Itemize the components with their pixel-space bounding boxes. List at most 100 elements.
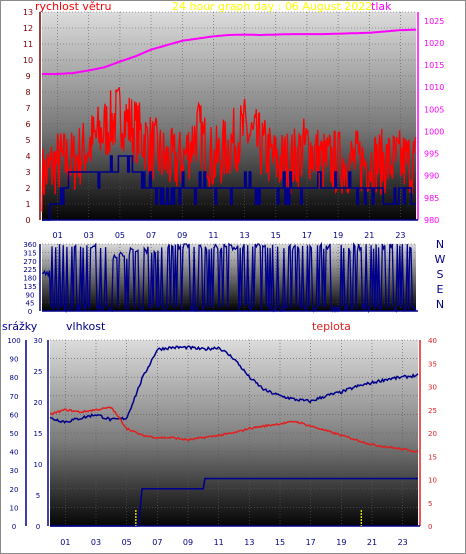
pressure-y-tick-label: 1015 — [424, 61, 444, 70]
direction-y-tick-label: 360 — [23, 241, 36, 249]
wind-y-tick-label: 10 — [23, 56, 33, 65]
humidity-x-tick-label: 11 — [214, 538, 224, 547]
wind-y-tick-label: 7 — [25, 104, 30, 113]
pressure-y-ticks: 980 985 990 995 1000 1005 1010 1015 1020 1025 — [424, 17, 444, 225]
pressure-line — [42, 28, 416, 75]
temperature-y-tick-label: 25 — [428, 407, 437, 415]
compass-label-w: W — [435, 253, 446, 266]
humidity-x-tick-label: 03 — [91, 538, 101, 547]
temperature-y-tick-label: 10 — [428, 477, 437, 485]
wind-x-tick-label: 05 — [115, 231, 125, 240]
humidity-y-tick-label: 0 — [36, 523, 40, 531]
wind-direction-line — [41, 241, 417, 314]
rain-y-tick-label: 90 — [10, 356, 19, 364]
wind-y-tick-label: 2 — [25, 184, 30, 193]
humidity-x-tick-label: 23 — [398, 538, 408, 547]
pressure-y-tick-label: 1010 — [424, 83, 444, 92]
wind-x-tick-label: 11 — [208, 231, 218, 240]
rain-y-tick-label: 60 — [10, 411, 19, 419]
wind-y-tick-label: 0 — [25, 216, 30, 225]
humidity-x-tick-label: 19 — [336, 538, 346, 547]
wind-series — [41, 28, 417, 221]
rain-y-ticks: 0 10 20 30 40 50 60 70 80 90 100 — [7, 337, 20, 531]
direction-y-tick-label: 135 — [23, 283, 36, 291]
direction-y-tick-label: 45 — [26, 300, 35, 308]
humidity-x-tick-label: 21 — [367, 538, 377, 547]
humidity-x-tick-label: 07 — [152, 538, 162, 547]
wind-x-tick-label: 15 — [271, 231, 281, 240]
wind-x-tick-label: 19 — [333, 231, 343, 240]
wind-y-tick-label: 1 — [25, 200, 30, 209]
rain-y-tick-label: 40 — [10, 449, 19, 457]
chart-title: 24 hour graph day : 06 August 2022 — [172, 0, 372, 13]
pressure-y-tick-label: 995 — [424, 150, 439, 159]
humidity-y-tick-label: 15 — [34, 430, 43, 438]
rain-y-tick-label: 10 — [10, 504, 19, 512]
direction-y-tick-label: 315 — [23, 249, 36, 257]
wind-x-tick-label: 07 — [146, 231, 156, 240]
rain-y-tick-label: 70 — [10, 393, 19, 401]
wind-average-line — [42, 155, 416, 221]
wind-y-tick-label: 11 — [23, 40, 33, 49]
wind-y-tick-label: 8 — [25, 88, 30, 97]
wind-y-tick-label: 4 — [25, 152, 30, 161]
humidity-x-tick-label: 01 — [60, 538, 70, 547]
humidity-y-tick-label: 30 — [34, 337, 43, 345]
pressure-y-tick-label: 1020 — [424, 39, 444, 48]
rain-y-tick-label: 80 — [10, 374, 19, 382]
pressure-y-tick-label: 980 — [424, 216, 439, 225]
temperature-line — [50, 406, 419, 453]
rain-y-tick-label: 30 — [10, 467, 19, 475]
direction-y-tick-label: 225 — [23, 266, 36, 274]
direction-y-tick-label: 180 — [23, 275, 36, 283]
humidity-x-tick-label: 13 — [244, 538, 254, 547]
rain-y-tick-label: 50 — [10, 430, 19, 438]
wind-y-tick-label: 13 — [23, 8, 33, 17]
humidity-y-tick-label: 20 — [34, 399, 43, 407]
humidity-x-ticks: 01 03 05 07 09 11 13 15 17 19 21 23 — [60, 538, 408, 547]
wind-x-tick-label: 23 — [395, 231, 405, 240]
rain-label: srážky — [2, 320, 38, 333]
humidity-line — [49, 345, 419, 424]
pressure-y-tick-label: 1000 — [424, 127, 444, 136]
humidity-series — [49, 345, 419, 527]
temperature-y-tick-label: 15 — [428, 453, 437, 461]
humidity-y-tick-label: 10 — [34, 461, 43, 469]
wind-y-tick-label: 6 — [25, 120, 30, 129]
temperature-y-ticks: 0 5 10 15 20 25 30 35 40 — [428, 337, 437, 531]
rain-line — [50, 477, 418, 527]
humidity-x-tick-label: 09 — [183, 538, 193, 547]
rain-y-tick-label: 0 — [12, 523, 16, 531]
wind-x-tick-label: 03 — [84, 231, 94, 240]
pressure-y-tick-label: 985 — [424, 194, 439, 203]
humidity-y-tick-label: 5 — [36, 492, 40, 500]
humidity-x-tick-label: 05 — [122, 538, 132, 547]
compass-label-n: N — [436, 298, 444, 311]
wind-x-tick-label: 13 — [239, 231, 249, 240]
temperature-y-tick-label: 30 — [428, 384, 437, 392]
wind-y-tick-label: 5 — [25, 136, 30, 145]
temperature-y-tick-label: 5 — [428, 500, 432, 508]
humidity-x-tick-label: 15 — [275, 538, 285, 547]
wind-x-tick-label: 21 — [364, 231, 374, 240]
rain-y-tick-label: 100 — [7, 337, 20, 345]
compass-label-s: S — [437, 268, 444, 281]
wind-speed-label: rychlost větru — [35, 0, 111, 13]
wind-x-tick-label: 01 — [52, 231, 62, 240]
temperature-label: teplota — [312, 320, 351, 333]
humidity-label: vlhkost — [66, 320, 106, 333]
temperature-y-tick-label: 0 — [428, 523, 432, 531]
direction-y-tick-label: 270 — [23, 258, 36, 266]
pressure-y-tick-label: 1025 — [424, 17, 444, 26]
pressure-y-tick-label: 1005 — [424, 105, 444, 114]
compass-label-n: N — [436, 238, 444, 251]
pressure-label: tlak — [371, 0, 392, 13]
wind-x-tick-label: 17 — [302, 231, 312, 240]
wind-y-tick-label: 3 — [25, 168, 30, 177]
humidity-y-tick-label: 25 — [34, 368, 43, 376]
